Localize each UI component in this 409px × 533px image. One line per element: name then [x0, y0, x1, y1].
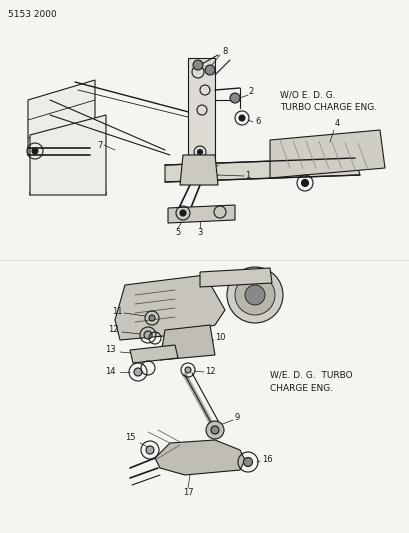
- Polygon shape: [130, 345, 178, 363]
- Polygon shape: [155, 440, 245, 475]
- Text: TURBO CHARGE ENG.: TURBO CHARGE ENG.: [279, 103, 376, 112]
- Circle shape: [184, 367, 191, 373]
- Text: 5: 5: [175, 228, 180, 237]
- Circle shape: [205, 421, 223, 439]
- Text: 3: 3: [197, 228, 202, 237]
- Text: 9: 9: [234, 414, 240, 423]
- Polygon shape: [168, 205, 234, 223]
- Polygon shape: [30, 115, 106, 195]
- Text: 4: 4: [334, 119, 339, 128]
- Text: 7: 7: [97, 141, 102, 149]
- Text: 2: 2: [247, 87, 253, 96]
- Text: W/E. D. G.  TURBO: W/E. D. G. TURBO: [270, 370, 352, 379]
- Circle shape: [144, 331, 152, 339]
- Circle shape: [148, 315, 155, 321]
- Text: 17: 17: [182, 488, 193, 497]
- Polygon shape: [200, 268, 271, 287]
- Text: 12: 12: [108, 326, 118, 335]
- Circle shape: [180, 210, 186, 216]
- Text: 15: 15: [124, 433, 135, 442]
- Text: CHARGE ENG.: CHARGE ENG.: [270, 384, 332, 393]
- Circle shape: [146, 446, 154, 454]
- Text: 14: 14: [105, 367, 115, 376]
- Polygon shape: [188, 58, 214, 158]
- Polygon shape: [28, 80, 95, 155]
- Circle shape: [234, 275, 274, 315]
- Text: W/O E. D. G.: W/O E. D. G.: [279, 90, 335, 99]
- Circle shape: [245, 285, 264, 305]
- Polygon shape: [180, 155, 218, 185]
- Text: 12: 12: [204, 367, 215, 376]
- Circle shape: [243, 457, 252, 466]
- Text: 10: 10: [214, 334, 225, 343]
- Polygon shape: [115, 275, 225, 340]
- Text: 6: 6: [254, 117, 260, 126]
- Text: 11: 11: [112, 308, 122, 317]
- Polygon shape: [164, 158, 359, 182]
- Text: 1: 1: [245, 171, 249, 180]
- Circle shape: [238, 115, 245, 121]
- Polygon shape: [160, 325, 214, 360]
- Text: 13: 13: [105, 345, 115, 354]
- Text: 5153 2000: 5153 2000: [8, 10, 56, 19]
- Circle shape: [227, 267, 282, 323]
- Circle shape: [32, 148, 38, 154]
- Circle shape: [134, 368, 142, 376]
- Text: 5: 5: [192, 162, 197, 171]
- Text: 8: 8: [222, 47, 227, 56]
- Circle shape: [193, 60, 202, 70]
- Text: 16: 16: [261, 456, 272, 464]
- Polygon shape: [270, 130, 384, 178]
- Circle shape: [211, 426, 218, 434]
- Circle shape: [301, 180, 308, 187]
- Circle shape: [229, 93, 239, 103]
- Circle shape: [204, 65, 214, 75]
- Circle shape: [197, 149, 202, 155]
